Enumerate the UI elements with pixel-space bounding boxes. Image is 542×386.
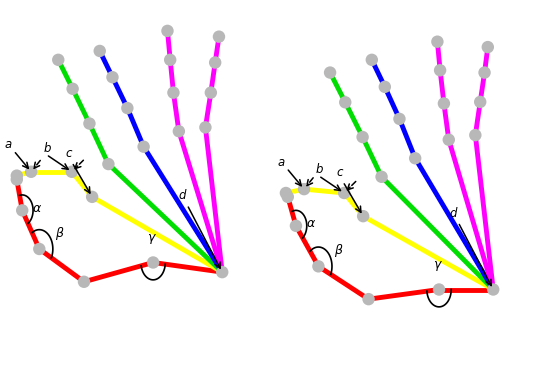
Point <box>471 132 480 138</box>
Point <box>35 246 43 252</box>
Text: $\gamma$: $\gamma$ <box>147 232 157 246</box>
Point <box>314 263 323 269</box>
Point <box>300 186 308 192</box>
Point <box>68 86 77 92</box>
Point <box>364 296 373 302</box>
Text: $\beta$: $\beta$ <box>334 242 344 259</box>
Point <box>489 286 498 293</box>
Point <box>440 100 448 107</box>
Point <box>395 116 404 122</box>
Text: d: d <box>449 207 457 220</box>
Text: d: d <box>178 189 186 202</box>
Point <box>476 99 485 105</box>
Point <box>435 286 443 293</box>
Point <box>12 173 21 179</box>
Point <box>283 194 292 200</box>
Point <box>436 67 444 73</box>
Point <box>358 134 367 140</box>
Point <box>175 128 183 134</box>
Point <box>433 39 442 45</box>
Text: $\alpha$: $\alpha$ <box>306 217 316 230</box>
Point <box>201 124 210 130</box>
Text: c: c <box>336 166 343 179</box>
Point <box>27 169 36 175</box>
Point <box>88 194 96 200</box>
Point <box>282 190 291 196</box>
Text: c: c <box>65 147 72 160</box>
Point <box>149 259 157 266</box>
Point <box>166 57 175 63</box>
Point <box>215 34 223 40</box>
Point <box>211 59 220 66</box>
Point <box>139 144 148 150</box>
Text: b: b <box>44 142 51 155</box>
Point <box>123 105 132 111</box>
Text: $\beta$: $\beta$ <box>55 225 64 242</box>
Text: $\alpha$: $\alpha$ <box>32 202 42 215</box>
Point <box>169 90 178 96</box>
Point <box>359 213 367 219</box>
Point <box>163 28 172 34</box>
Point <box>85 120 94 127</box>
Point <box>340 190 349 196</box>
Point <box>411 155 420 161</box>
Point <box>444 137 453 143</box>
Point <box>54 57 62 63</box>
Point <box>341 99 350 105</box>
Point <box>95 48 104 54</box>
Text: b: b <box>316 163 324 176</box>
Point <box>480 69 489 76</box>
Point <box>218 269 227 275</box>
Point <box>18 207 27 213</box>
Point <box>104 161 113 167</box>
Point <box>380 84 389 90</box>
Point <box>292 223 300 229</box>
Point <box>108 74 117 80</box>
Text: a: a <box>4 138 12 151</box>
Point <box>207 90 215 96</box>
Point <box>80 279 88 285</box>
Point <box>67 169 76 175</box>
Text: $\gamma$: $\gamma$ <box>433 259 443 273</box>
Point <box>377 174 386 180</box>
Point <box>326 69 334 76</box>
Point <box>483 44 492 50</box>
Text: a: a <box>278 156 285 169</box>
Point <box>12 176 21 183</box>
Point <box>367 57 376 63</box>
